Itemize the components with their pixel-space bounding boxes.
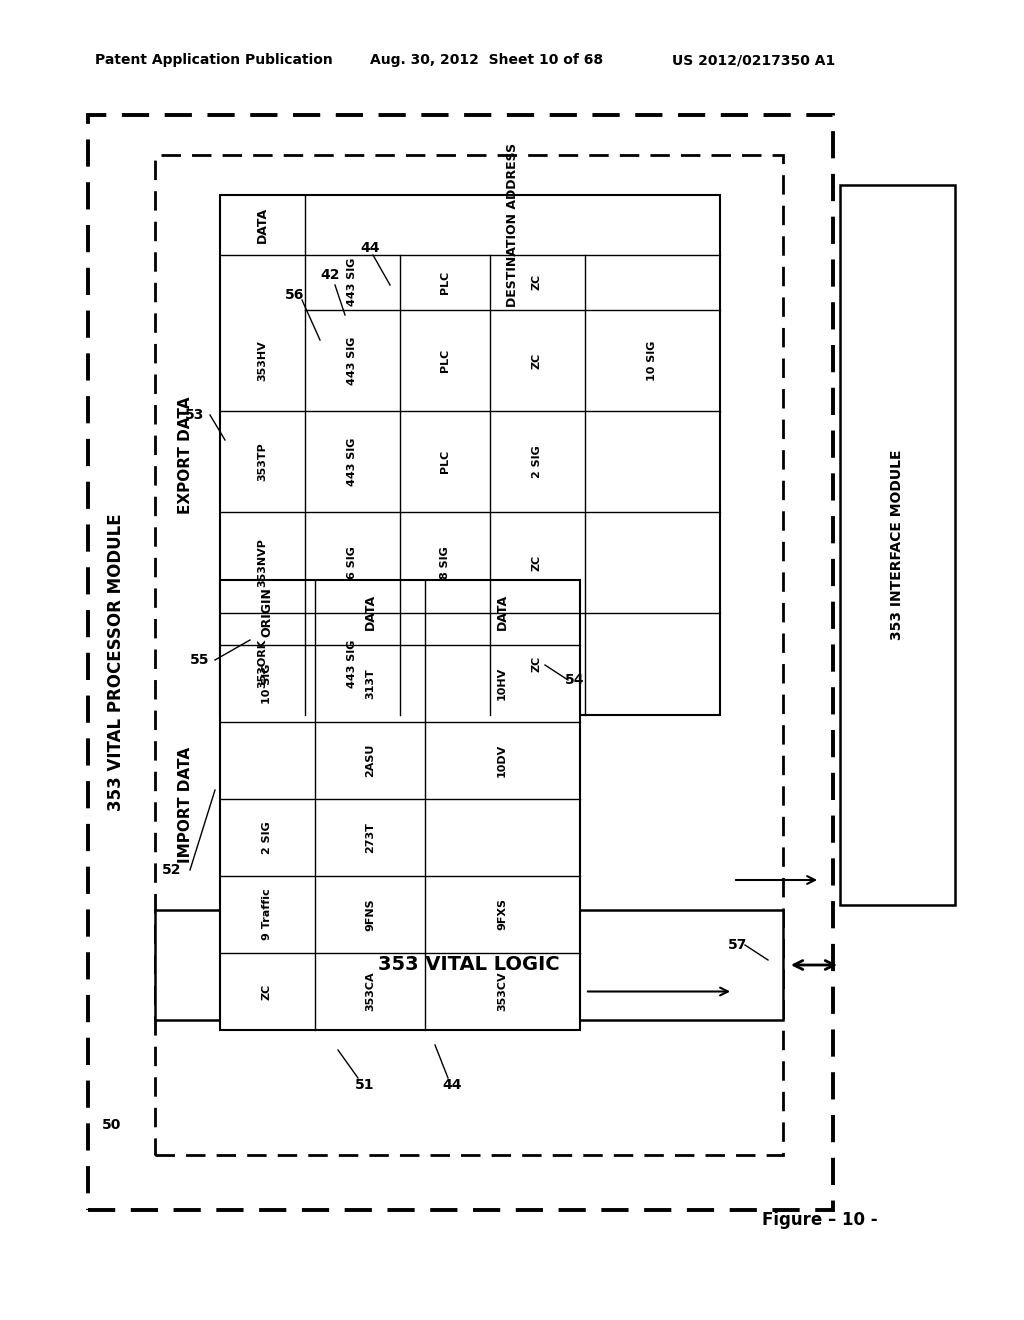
Text: DATA: DATA — [364, 594, 377, 630]
Text: 353NVP: 353NVP — [257, 539, 267, 587]
Text: ZC: ZC — [532, 273, 542, 290]
Text: Figure – 10 -: Figure – 10 - — [762, 1210, 878, 1229]
Text: 353ORK: 353ORK — [257, 639, 267, 688]
FancyBboxPatch shape — [155, 154, 783, 1155]
Text: 443 SIG: 443 SIG — [347, 639, 357, 688]
Text: 10HV: 10HV — [497, 667, 507, 700]
Text: ZC: ZC — [532, 655, 542, 672]
Text: 56: 56 — [286, 288, 305, 302]
Text: 51: 51 — [355, 1078, 375, 1092]
Text: EXPORT DATA: EXPORT DATA — [177, 396, 193, 513]
Text: PLC: PLC — [440, 271, 450, 293]
Text: ZC: ZC — [532, 352, 542, 368]
Text: 443 SIG: 443 SIG — [347, 437, 357, 486]
Text: Aug. 30, 2012  Sheet 10 of 68: Aug. 30, 2012 Sheet 10 of 68 — [370, 53, 603, 67]
FancyBboxPatch shape — [840, 185, 955, 906]
Text: 2 SIG: 2 SIG — [532, 445, 542, 478]
Text: 6 SIG: 6 SIG — [347, 546, 357, 579]
Text: 353 VITAL PROCESSOR MODULE: 353 VITAL PROCESSOR MODULE — [106, 513, 125, 810]
Text: 443 SIG: 443 SIG — [347, 337, 357, 384]
Text: ZC: ZC — [262, 983, 272, 999]
Text: 10 SIG: 10 SIG — [262, 664, 272, 704]
Text: 273T: 273T — [365, 822, 375, 853]
Text: 443 SIG: 443 SIG — [347, 257, 357, 306]
Text: 2ASU: 2ASU — [365, 743, 375, 777]
Text: ZC: ZC — [532, 554, 542, 570]
Text: 42: 42 — [321, 268, 340, 282]
Text: ORIGIN: ORIGIN — [260, 587, 273, 638]
Text: 44: 44 — [360, 242, 380, 255]
Text: 53: 53 — [185, 408, 205, 422]
Text: 353CA: 353CA — [365, 972, 375, 1011]
Text: 9 Traffic: 9 Traffic — [262, 888, 272, 940]
Text: 9FXS: 9FXS — [497, 899, 507, 931]
FancyBboxPatch shape — [88, 115, 833, 1210]
Text: PLC: PLC — [440, 450, 450, 473]
Text: 54: 54 — [565, 673, 585, 686]
Text: DATA: DATA — [496, 594, 509, 630]
Text: 313T: 313T — [365, 668, 375, 698]
FancyBboxPatch shape — [155, 909, 783, 1020]
Text: IMPORT DATA: IMPORT DATA — [177, 747, 193, 863]
Text: 353CV: 353CV — [497, 972, 507, 1011]
FancyBboxPatch shape — [220, 195, 720, 715]
Text: 2 SIG: 2 SIG — [262, 821, 272, 854]
Text: 10DV: 10DV — [497, 744, 507, 777]
Text: 353TP: 353TP — [257, 442, 267, 480]
Text: 353 INTERFACE MODULE: 353 INTERFACE MODULE — [890, 450, 904, 640]
Text: 57: 57 — [728, 939, 748, 952]
FancyBboxPatch shape — [220, 579, 580, 1030]
Text: 353 VITAL LOGIC: 353 VITAL LOGIC — [378, 956, 560, 974]
Text: US 2012/0217350 A1: US 2012/0217350 A1 — [672, 53, 836, 67]
Text: 353HV: 353HV — [257, 341, 267, 381]
Text: 10 SIG: 10 SIG — [647, 341, 657, 380]
Text: 44: 44 — [442, 1078, 462, 1092]
Text: 52: 52 — [162, 863, 181, 876]
Text: 55: 55 — [190, 653, 210, 667]
Text: 8 SIG: 8 SIG — [440, 546, 450, 579]
Text: PLC: PLC — [440, 348, 450, 372]
Text: Patent Application Publication: Patent Application Publication — [95, 53, 333, 67]
Text: DESTINATION ADDRESS: DESTINATION ADDRESS — [506, 143, 518, 308]
Text: 9FNS: 9FNS — [365, 898, 375, 931]
Text: DATA: DATA — [256, 207, 268, 243]
Text: 50: 50 — [102, 1118, 122, 1133]
